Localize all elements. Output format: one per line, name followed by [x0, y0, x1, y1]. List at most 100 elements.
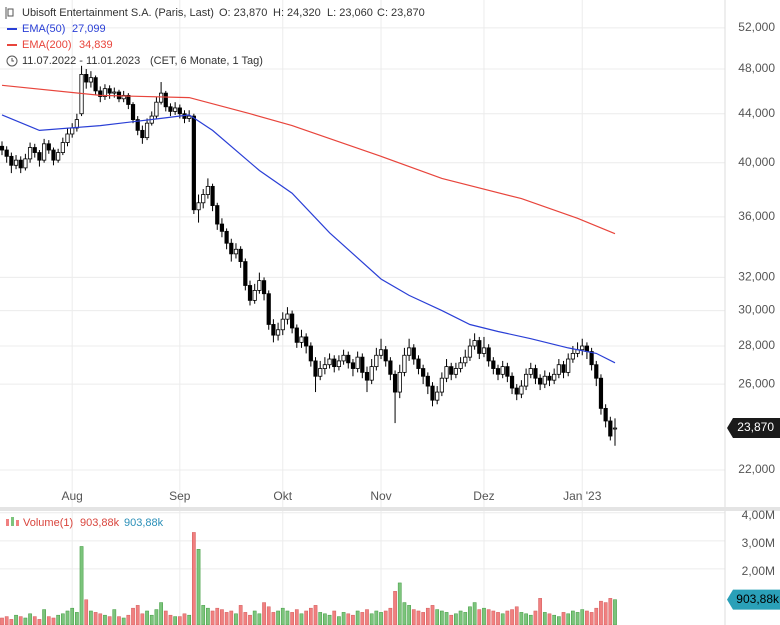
- volume-bar: [238, 605, 243, 625]
- volume-bar: [594, 607, 599, 625]
- volume-bar: [140, 613, 145, 625]
- candle-body: [411, 347, 416, 360]
- y-tick-label: 52,000: [738, 20, 775, 34]
- volume-bar: [397, 582, 402, 625]
- volume-bar: [346, 613, 351, 625]
- candle-body: [603, 407, 608, 422]
- candle-body: [392, 373, 398, 393]
- volume-bar: [482, 607, 486, 625]
- candle-body: [130, 104, 136, 121]
- candle-body: [378, 349, 384, 356]
- candle-body: [463, 356, 468, 364]
- candle-body: [173, 107, 178, 112]
- y-tick-label: 26,000: [738, 376, 775, 390]
- volume-bar: [458, 610, 463, 625]
- volume-bar: [112, 609, 117, 625]
- candle-body: [374, 354, 379, 368]
- candle-body: [397, 371, 402, 393]
- volume-bar: [23, 617, 28, 625]
- volume-bar: [206, 607, 210, 625]
- x-tick-label: Nov: [370, 489, 391, 503]
- candle-body: [514, 387, 519, 395]
- legend-label: EMA(200): [22, 39, 72, 51]
- volume-bar: [337, 616, 341, 625]
- candle-body: [219, 223, 225, 232]
- candle-body: [107, 88, 112, 94]
- volume-bar: [103, 614, 107, 625]
- candle-body: [472, 340, 477, 347]
- volume-bar: [402, 602, 407, 625]
- volume-bar: [37, 619, 42, 625]
- candle-body: [453, 368, 459, 375]
- candle-body: [505, 366, 510, 377]
- volume-bar: [571, 610, 575, 625]
- volume-bar: [510, 609, 514, 625]
- volume-bar: [552, 614, 557, 625]
- volume-bar: [266, 606, 271, 625]
- candle-body: [74, 119, 79, 129]
- candle-body: [608, 420, 613, 437]
- candle-body: [88, 77, 94, 83]
- candle-body: [247, 285, 253, 301]
- candle-body: [210, 185, 215, 206]
- y-tick-label: 36,000: [738, 209, 775, 223]
- candle-body: [346, 354, 351, 364]
- candle-body: [191, 115, 196, 211]
- candle-body: [519, 385, 524, 395]
- volume-bar: [411, 609, 416, 625]
- volume-bar: [355, 610, 360, 625]
- header-icon: [7, 8, 14, 17]
- y-tick-label: 22,000: [738, 462, 775, 476]
- volume-bar: [613, 599, 617, 625]
- volume-bar: [135, 605, 140, 625]
- candle-body: [477, 340, 482, 354]
- candle-body: [486, 347, 491, 362]
- volume-icon: [6, 519, 9, 526]
- volume-bar: [28, 613, 32, 625]
- volume-bar: [107, 616, 112, 625]
- volume-bar: [290, 612, 294, 625]
- volume-bar: [4, 616, 9, 625]
- volume-bar: [229, 610, 234, 625]
- volume-bar: [32, 616, 37, 625]
- candle-body: [65, 133, 70, 143]
- volume-bar: [538, 598, 542, 625]
- candle-body: [294, 327, 299, 343]
- volume-bar: [444, 612, 449, 625]
- candle-body: [299, 336, 304, 343]
- volume-bar: [463, 612, 468, 625]
- volume-bar: [416, 610, 421, 625]
- volume-bar: [9, 619, 14, 625]
- header-field: O: 23,870: [219, 7, 267, 19]
- volume-bar: [374, 610, 379, 625]
- candle-body: [467, 345, 473, 358]
- volume-bar: [365, 609, 369, 625]
- volume-bar: [168, 614, 173, 625]
- candle-body: [32, 147, 37, 153]
- candle-body: [566, 358, 571, 373]
- y-tick-label: 30,000: [738, 303, 775, 317]
- volume-bar: [313, 605, 318, 625]
- volume-bar: [75, 612, 79, 625]
- volume-bar: [472, 602, 477, 625]
- volume-bar: [276, 610, 280, 625]
- volume-bar: [589, 612, 594, 625]
- candle-body: [421, 368, 426, 377]
- volume-bar: [425, 607, 430, 625]
- panel-separator: [0, 507, 780, 511]
- candle-body: [177, 107, 182, 115]
- candle-body: [547, 375, 552, 381]
- volume-bar: [304, 610, 309, 625]
- candle-body: [196, 202, 201, 211]
- volume-bar: [566, 613, 571, 625]
- candle-body: [102, 88, 108, 97]
- volume-bar: [294, 609, 299, 625]
- volume-bar: [56, 614, 61, 625]
- volume-bar: [421, 612, 425, 625]
- volume-bar: [318, 612, 323, 625]
- clock-icon: [11, 58, 14, 62]
- volume-bar: [486, 609, 491, 625]
- candle-body: [98, 90, 103, 97]
- candle-body: [435, 391, 440, 401]
- candle-body: [243, 261, 248, 286]
